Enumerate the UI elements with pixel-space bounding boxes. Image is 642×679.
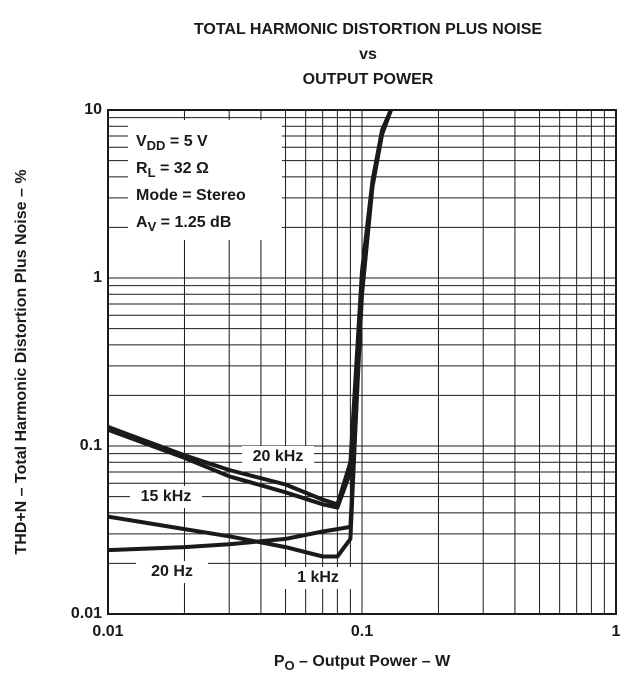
series-label: 20 kHz <box>253 448 304 465</box>
series-label-bg <box>136 561 208 583</box>
x-axis-label: – Output Power – W <box>295 653 451 670</box>
x-tick-label: 1 <box>612 623 621 640</box>
annotation: VDD = 5 V <box>136 133 208 153</box>
annotation: L <box>148 165 156 180</box>
annotation: R <box>136 160 148 177</box>
y-tick-label: 10 <box>84 101 102 118</box>
plot-frame <box>107 109 617 615</box>
x-axis-label: PO – Output Power – W <box>274 653 451 673</box>
x-tick-label: 0.01 <box>92 623 123 640</box>
annotation: AV = 1.25 dB <box>136 214 231 234</box>
x-axis-label: O <box>284 658 294 673</box>
series-line <box>107 109 393 553</box>
annotation: = 5 V <box>165 133 208 150</box>
annotation: V <box>136 133 147 150</box>
series-label-bg <box>282 567 354 589</box>
annotation: RL = 32 Ω <box>136 160 209 180</box>
series-label: 1 kHz <box>297 569 339 586</box>
annotation: V <box>148 219 157 234</box>
chart-title: OUTPUT POWER <box>303 71 434 88</box>
annotation: = 32 Ω <box>156 160 209 177</box>
annotation: A <box>136 214 148 231</box>
series-label: 20 Hz <box>151 563 193 580</box>
annotation: Mode = Stereo <box>136 187 246 204</box>
chart-title: TOTAL HARMONIC DISTORTION PLUS NOISE <box>194 21 542 38</box>
y-tick-label: 0.01 <box>71 605 102 622</box>
series-label: 15 kHz <box>141 488 192 505</box>
y-tick-label: 0.1 <box>80 437 102 454</box>
x-tick-label: 0.1 <box>351 623 373 640</box>
series-label-bg <box>130 486 202 508</box>
x-axis-label: P <box>274 653 285 670</box>
y-tick-label: 1 <box>93 269 102 286</box>
y-axis-label: THD+N – Total Harmonic Distortion Plus N… <box>13 169 30 554</box>
annotation: = 1.25 dB <box>156 214 231 231</box>
annotation: DD <box>147 138 166 153</box>
chart-title: vs <box>359 46 377 63</box>
annotation-box <box>128 120 282 240</box>
annotation: Mode = Stereo <box>136 187 246 204</box>
series-label-bg <box>242 446 314 468</box>
